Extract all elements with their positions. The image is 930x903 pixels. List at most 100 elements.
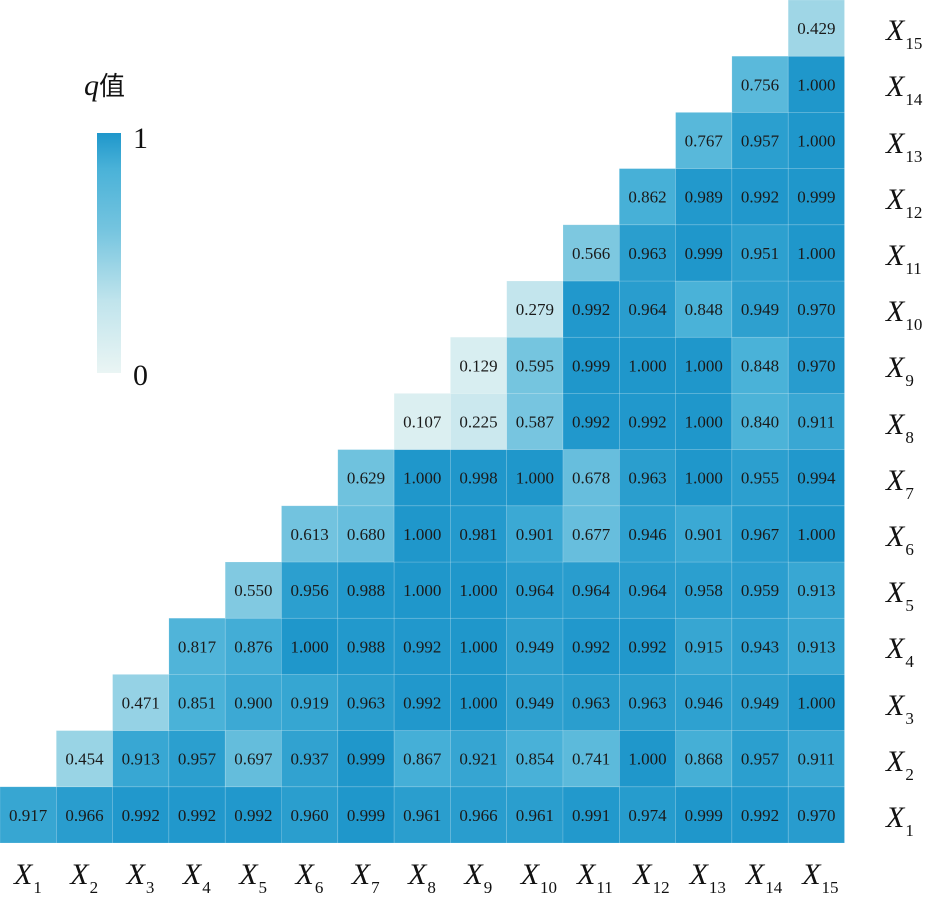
heatmap-cell [675, 449, 733, 507]
heatmap-cell [731, 112, 789, 169]
cell-value-label: 0.817 [178, 637, 217, 656]
legend-title-suffix: 值 [99, 72, 125, 101]
x-axis-label: X8 [408, 858, 436, 897]
cell-value-label: 0.992 [403, 637, 441, 656]
heatmap-cell [731, 786, 789, 844]
y-axis-label: X7 [886, 463, 914, 503]
heatmap-cell [506, 449, 564, 507]
heatmap-cell [787, 55, 845, 113]
cell-value-label: 1.000 [797, 75, 835, 94]
cell-value-label: 1.000 [685, 356, 723, 375]
heatmap-cell [168, 786, 226, 844]
heatmap-cell [281, 505, 339, 563]
cell-value-label: 0.957 [178, 750, 217, 769]
cell-value-label: 0.999 [685, 244, 723, 263]
colorbar-max-label: 1 [133, 122, 148, 155]
x-axis-label: X13 [689, 858, 726, 897]
heatmap-cell [450, 449, 507, 507]
heatmap-cell [168, 674, 226, 731]
x-axis-label: X1 [14, 858, 42, 897]
cell-value-label: 0.900 [234, 694, 272, 713]
heatmap-cell [506, 280, 564, 338]
cell-value-label: 0.848 [741, 356, 779, 375]
cell-value-label: 0.677 [572, 525, 611, 544]
heatmap-cell [337, 786, 395, 844]
heatmap-cell [562, 674, 620, 731]
cell-value-label: 0.964 [572, 581, 611, 600]
cell-value-label: 0.678 [572, 469, 610, 488]
cell-value-label: 0.999 [347, 806, 385, 825]
heatmap-cell [675, 224, 733, 282]
heatmap-cell [337, 561, 395, 619]
cell-value-label: 0.613 [291, 525, 329, 544]
cell-value-label: 0.974 [628, 806, 667, 825]
heatmap-cell [731, 168, 789, 226]
heatmap-cell [450, 505, 507, 563]
heatmap-cell [731, 674, 789, 731]
cell-value-label: 0.956 [291, 581, 329, 600]
heatmap-cell [562, 505, 620, 563]
heatmap-cell [675, 786, 733, 844]
heatmap-cell [787, 730, 845, 788]
cell-value-label: 0.963 [628, 694, 666, 713]
heatmap-cell [281, 786, 339, 844]
y-axis-label: X3 [886, 688, 914, 728]
heatmap-cell [281, 561, 339, 619]
cell-value-label: 0.998 [459, 469, 497, 488]
cell-value-label: 0.946 [685, 694, 723, 713]
heatmap-cell [393, 393, 451, 450]
y-axis-label: X4 [886, 632, 914, 672]
heatmap-cell [618, 786, 676, 844]
cell-value-label: 0.471 [122, 694, 160, 713]
cell-value-label: 0.901 [516, 525, 554, 544]
heatmap-cell [787, 336, 845, 394]
cell-value-label: 0.949 [516, 637, 554, 656]
heatmap-cell [787, 224, 845, 282]
heatmap-cell [731, 280, 789, 338]
cell-value-label: 0.963 [572, 694, 610, 713]
heatmap-cell [112, 786, 170, 844]
y-axis-label: X6 [886, 519, 914, 559]
colorbar-legend: q值 1 0 [84, 69, 148, 392]
cell-value-label: 0.550 [234, 581, 272, 600]
x-axis-label: X12 [633, 858, 670, 897]
cell-value-label: 0.949 [516, 694, 554, 713]
cell-value-label: 0.967 [741, 525, 780, 544]
cell-value-label: 0.876 [234, 637, 272, 656]
cell-value-label: 0.867 [403, 750, 442, 769]
heatmap-cell [393, 674, 451, 731]
cell-value-label: 0.963 [347, 694, 385, 713]
cell-value-label: 0.454 [65, 750, 104, 769]
cell-value-label: 0.999 [685, 806, 723, 825]
cell-value-label: 0.981 [459, 525, 497, 544]
x-axis-label: X5 [239, 858, 268, 897]
heatmap-cell [281, 730, 339, 788]
heatmap-cell [675, 674, 733, 731]
heatmap-cell [787, 449, 845, 507]
cell-value-label: 0.961 [516, 806, 554, 825]
heatmap-cell [393, 505, 451, 563]
heatmap-cell [787, 112, 845, 169]
heatmap-cell [787, 280, 845, 338]
cell-value-label: 1.000 [516, 469, 554, 488]
heatmap-cell [393, 730, 451, 788]
heatmap-cell [506, 505, 564, 563]
cell-value-label: 1.000 [797, 244, 835, 263]
cell-value-label: 0.964 [628, 300, 667, 319]
heatmap-cell [337, 730, 395, 788]
heatmap-cell [731, 224, 789, 282]
y-axis-label: X14 [886, 70, 923, 110]
cell-value-label: 1.000 [403, 469, 441, 488]
cell-value-label: 0.957 [741, 132, 780, 151]
cell-value-label: 1.000 [291, 637, 329, 656]
x-axis-label: X3 [126, 858, 155, 897]
cell-value-label: 0.970 [797, 356, 835, 375]
heatmap-cell [112, 730, 170, 788]
cell-value-label: 0.919 [291, 694, 329, 713]
heatmap-cell [224, 786, 282, 844]
cell-value-label: 0.958 [685, 581, 723, 600]
heatmap-cell [393, 449, 451, 507]
cell-value-label: 0.911 [798, 750, 836, 769]
cell-value-label: 0.963 [628, 469, 666, 488]
cell-value-label: 0.629 [347, 469, 385, 488]
